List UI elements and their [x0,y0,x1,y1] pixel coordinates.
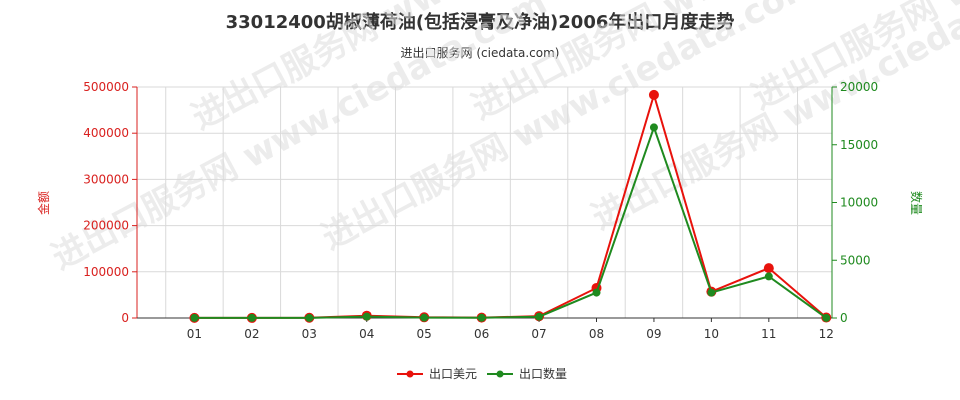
y-left-tick-label: 0 [121,311,129,325]
y-right-tick-label: 10000 [840,196,878,210]
y-right-tick-label: 15000 [840,138,878,152]
x-tick-label: 01 [187,327,202,341]
legend-swatch-marker [496,370,504,378]
data-point [535,312,544,321]
y-right-tick-label: 5000 [840,253,871,267]
data-point [592,288,601,297]
data-point [822,313,831,322]
x-tick-label: 03 [302,327,317,341]
data-point [362,312,371,321]
data-point [648,89,659,100]
data-point [707,288,716,297]
data-point [649,123,658,132]
y-left-tick-label: 400000 [83,126,129,140]
legend-label: 出口数量 [519,366,567,381]
y-left-tick-label: 200000 [83,219,129,233]
x-tick-label: 07 [531,327,546,341]
series-group [189,89,832,323]
data-point [764,272,773,281]
x-tick-label: 05 [417,327,432,341]
data-point [190,313,199,322]
y-right-tick-label: 20000 [840,80,878,94]
data-point [420,313,429,322]
tick-labels: 0 100000 200000 300000 400000 500000 0 5000 1000… [36,80,924,341]
x-tick-label: 10 [704,327,719,341]
y-left-tick-label: 300000 [83,172,129,186]
data-point [247,313,256,322]
legend-swatch-marker [406,370,414,378]
legend: 出口美元 出口数量 [397,366,567,381]
x-tick-label: 04 [359,327,374,341]
y-right-tick-label: 0 [840,311,848,325]
y-left-tick-label: 500000 [83,80,129,94]
chart-title: 33012400胡椒薄荷油(包括浸膏及净油)2006年出口月度走势 [225,12,735,33]
data-point [305,313,314,322]
x-tick-label: 11 [761,327,776,341]
legend-label: 出口美元 [429,367,477,381]
y-left-axis-title: 金额 [36,191,51,215]
x-tick-label: 09 [646,327,661,341]
x-tick-label: 02 [244,327,259,341]
data-point [477,313,486,322]
x-tick-label: 06 [474,327,489,341]
y-right-axis-title: 数量 [909,191,924,215]
x-tick-label: 12 [819,327,834,341]
series-line [194,124,827,319]
chart-subtitle: 进出口服务网 (ciedata.com) [400,46,560,60]
data-point [763,263,774,274]
x-tick-label: 08 [589,327,604,341]
y-left-tick-label: 100000 [83,265,129,279]
